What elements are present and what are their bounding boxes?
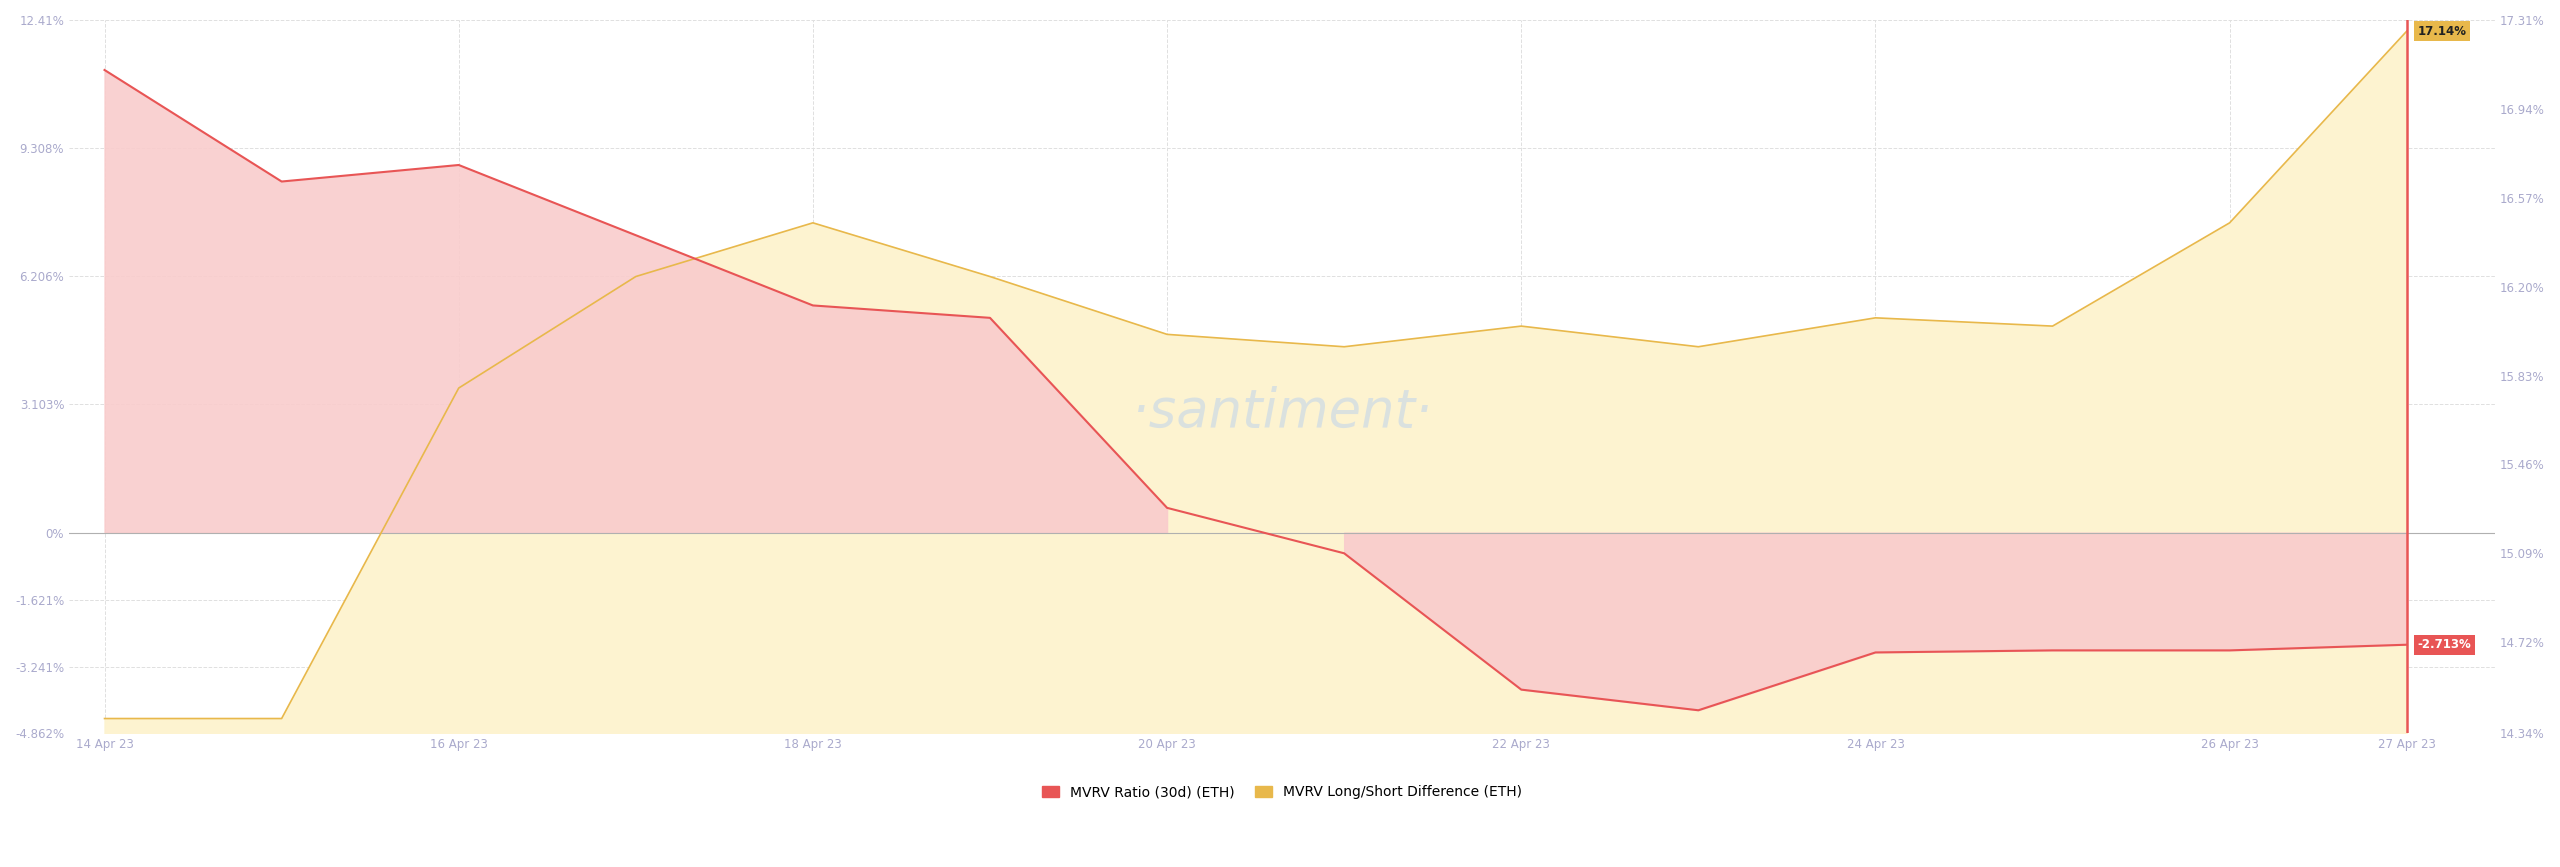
Text: 17.14%: 17.14% bbox=[2417, 24, 2468, 37]
Text: -2.713%: -2.713% bbox=[2417, 638, 2470, 651]
Text: ·santiment·: ·santiment· bbox=[1132, 387, 1431, 439]
Legend: MVRV Ratio (30d) (ETH), MVRV Long/Short Difference (ETH): MVRV Ratio (30d) (ETH), MVRV Long/Short … bbox=[1037, 780, 1528, 805]
